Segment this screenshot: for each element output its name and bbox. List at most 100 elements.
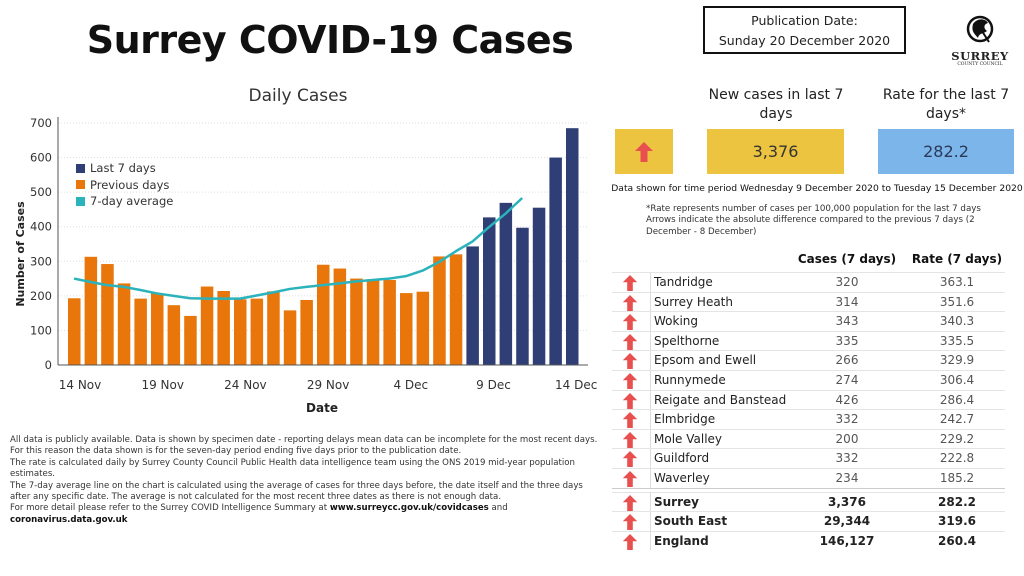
row-name: Waverley	[654, 470, 710, 485]
chart-legend: Last 7 days Previous days 7-day average	[76, 160, 173, 210]
x-tick-label: 29 Nov	[307, 378, 350, 392]
row-cases: 3,376	[828, 494, 866, 509]
bar	[267, 291, 280, 365]
row-cases: 332	[835, 451, 859, 466]
legend-swatch	[76, 180, 85, 190]
rate-note-line: Arrows indicate the absolute difference …	[646, 215, 975, 237]
table-row: England 146,127 260.4	[612, 530, 1005, 551]
bar	[317, 264, 330, 365]
table-row: Waverley 234 185.2	[612, 467, 1005, 488]
y-tick-label: 700	[30, 116, 52, 130]
arrow-up-icon	[622, 353, 638, 370]
bar	[234, 299, 247, 365]
average-line	[73, 197, 524, 300]
row-cases: 146,127	[819, 533, 875, 548]
row-name: Spelthorne	[654, 333, 720, 348]
bar	[101, 264, 114, 365]
row-rate: 306.4	[939, 372, 975, 387]
bar	[400, 293, 413, 365]
row-rate: 222.8	[939, 451, 975, 466]
chart-title: Daily Cases	[248, 86, 348, 106]
bar	[333, 268, 347, 365]
table-row: Elmbridge 332 242.7	[612, 409, 1005, 429]
row-rate: 351.6	[939, 294, 975, 309]
arrow-up-icon	[622, 514, 638, 531]
table-row: Epsom and Ewell 266 329.9	[612, 350, 1005, 370]
arrow-up-icon	[635, 141, 653, 162]
y-tick-label: 0	[45, 358, 52, 372]
row-name: Surrey	[654, 494, 699, 509]
rate-value: 282.2	[878, 129, 1014, 174]
bar	[416, 291, 430, 365]
row-cases: 426	[835, 392, 859, 407]
arrow-up-icon	[622, 494, 638, 511]
bar	[250, 298, 264, 365]
publication-date: Sunday 20 December 2020	[718, 33, 891, 48]
arrow-up-icon	[622, 451, 638, 468]
bar	[499, 202, 513, 365]
new-cases-label: New cases in last 7 days	[708, 87, 844, 122]
logo-subtext: COUNTY COUNCIL	[957, 62, 1003, 67]
new-cases-value: 3,376	[707, 129, 844, 174]
arrow-up-icon	[622, 372, 638, 389]
table-row: Surrey 3,376 282.2	[612, 491, 1005, 512]
column-header-rate: Rate (7 days)	[911, 252, 1003, 266]
table-row: Surrey Heath 314 351.6	[612, 291, 1005, 312]
x-tick-label: 24 Nov	[224, 378, 267, 392]
oak-leaf-icon	[966, 15, 994, 43]
row-cases: 320	[835, 275, 859, 289]
bar	[433, 256, 446, 365]
bar	[300, 300, 313, 365]
y-tick-label: 100	[30, 323, 52, 337]
note-text: and	[488, 503, 508, 514]
row-rate: 340.3	[939, 314, 975, 329]
row-name: Epsom and Ewell	[654, 353, 757, 368]
y-tick-label: 400	[30, 220, 52, 234]
table-row: Runnymede 274 306.4	[612, 369, 1005, 390]
row-name: Surrey Heath	[654, 294, 733, 309]
coronavirus-data-link[interactable]: coronavirus.data.gov.uk	[10, 514, 128, 525]
note-line-links: For more detail please refer to the Surr…	[10, 503, 600, 526]
row-name: Elmbridge	[654, 412, 716, 427]
row-name: Tandridge	[654, 275, 713, 289]
bar	[184, 315, 197, 365]
arrow-up-icon	[622, 275, 638, 291]
bar	[84, 256, 98, 365]
bar	[516, 227, 529, 365]
row-rate: 329.9	[939, 353, 975, 368]
arrow-up-icon	[622, 314, 638, 331]
row-cases: 234	[835, 470, 859, 485]
table-summary: Surrey 3,376 282.2 South East 29,344 319…	[612, 491, 1005, 551]
publication-label: Publication Date:	[751, 13, 858, 28]
bar	[532, 207, 546, 365]
y-tick-label: 600	[30, 151, 52, 165]
legend-label: Last 7 days	[90, 161, 156, 176]
row-rate: 286.4	[939, 392, 975, 407]
row-name: South East	[654, 514, 728, 529]
x-axis-label: Date	[306, 401, 338, 415]
table-row: Mole Valley 200 229.2	[612, 428, 1005, 449]
bar	[366, 279, 380, 365]
bar	[466, 246, 479, 365]
publication-date-box: Publication Date: Sunday 20 December 202…	[703, 6, 906, 54]
row-cases: 200	[835, 431, 859, 446]
row-rate: 282.2	[938, 494, 976, 509]
bar	[134, 298, 147, 365]
bar	[549, 157, 562, 365]
y-tick-label: 300	[30, 254, 52, 268]
legend-item-7-day-average: 7-day average	[76, 193, 173, 210]
row-name: England	[654, 533, 709, 548]
rate-note: *Rate represents number of cases per 100…	[646, 204, 1016, 238]
surreycc-link[interactable]: www.surreycc.gov.uk/covidcases	[329, 503, 489, 514]
table-row: Woking 343 340.3	[612, 311, 1005, 331]
x-tick-label: 19 Nov	[141, 378, 184, 392]
arrow-up-icon	[622, 412, 638, 429]
trend-box	[615, 129, 673, 174]
period-text: Data shown for time period Wednesday 9 D…	[611, 183, 1023, 194]
row-rate: 229.2	[939, 431, 975, 446]
table-row: Tandridge 320 363.1	[612, 272, 1005, 292]
arrow-up-icon	[622, 533, 638, 550]
row-rate: 242.7	[939, 412, 975, 427]
row-rate: 319.6	[938, 514, 976, 529]
bar	[167, 305, 181, 365]
